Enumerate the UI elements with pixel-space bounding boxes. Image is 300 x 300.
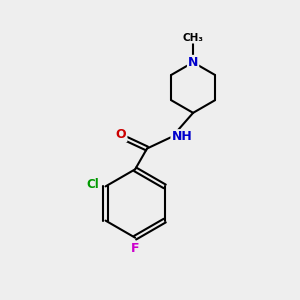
Text: O: O (116, 128, 127, 141)
Text: F: F (131, 242, 140, 256)
Text: CH₃: CH₃ (183, 33, 204, 43)
Text: Cl: Cl (87, 178, 99, 190)
Text: NH: NH (171, 130, 192, 143)
Text: N: N (188, 56, 198, 69)
